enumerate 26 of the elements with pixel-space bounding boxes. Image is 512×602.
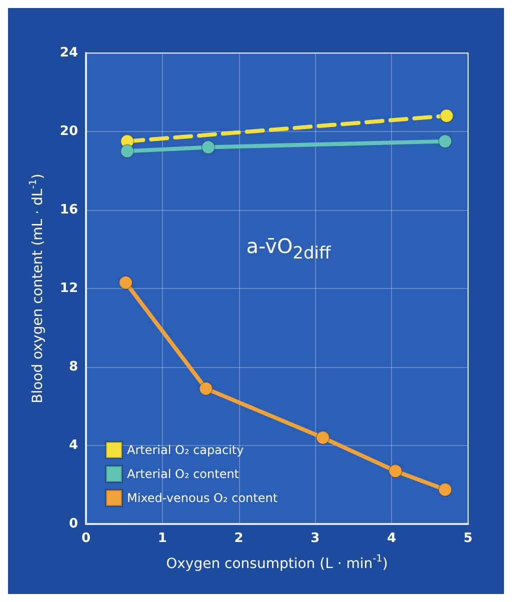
y-tick-label: 20 <box>60 124 78 139</box>
x-tick-label: 3 <box>310 531 320 546</box>
point <box>316 430 330 445</box>
legend-label: Arterial O₂ capacity <box>127 443 244 457</box>
legend-label: Mixed-venous O₂ content <box>127 491 278 505</box>
y-tick-label: 12 <box>60 281 78 296</box>
x-tick-label: 0 <box>81 531 91 546</box>
point <box>388 464 402 478</box>
x-tick-label: 2 <box>234 531 244 546</box>
y-tick-label: 4 <box>68 438 78 453</box>
point <box>440 108 454 123</box>
point <box>438 134 452 148</box>
y-tick-label: 0 <box>68 516 78 532</box>
x-tick-label: 5 <box>463 531 473 546</box>
y-axis-title: Blood oxygen content (mL · dL-1) <box>28 174 46 404</box>
x-tick-label: 4 <box>387 531 396 546</box>
point <box>438 482 452 497</box>
point <box>118 276 133 290</box>
y-tick-label: 16 <box>60 202 78 218</box>
x-tick-label: 1 <box>158 531 167 546</box>
y-tick-label: 24 <box>60 46 78 60</box>
y-tick-label: 8 <box>68 360 78 374</box>
point <box>198 382 213 396</box>
point <box>201 140 216 154</box>
legend-label: Arterial O₂ content <box>127 467 240 481</box>
point <box>120 144 134 158</box>
